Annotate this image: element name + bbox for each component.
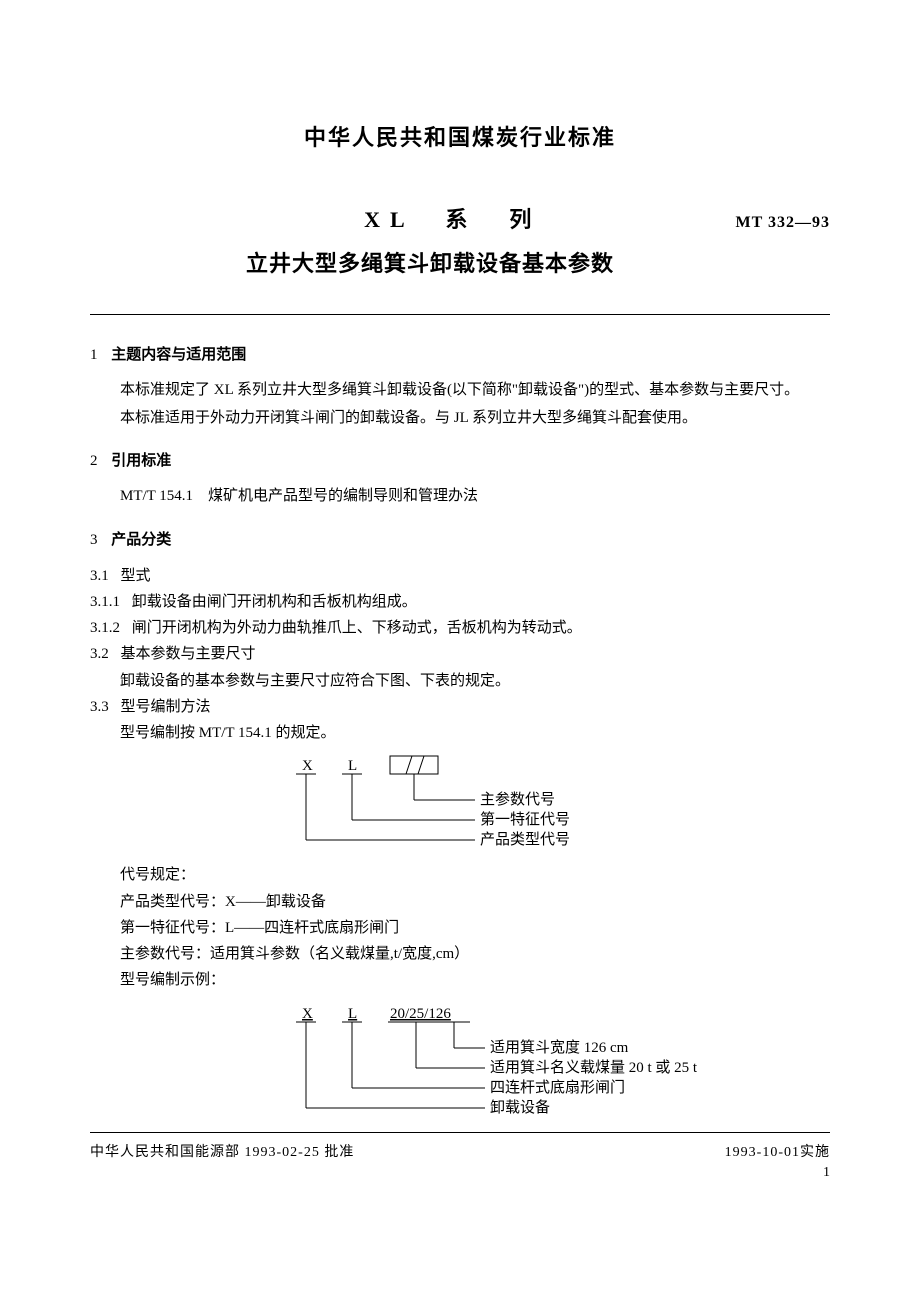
standard-code: MT 332—93 [736,214,830,232]
code-rule-2: 第一特征代号：L——四连杆式底扇形闸门 [90,915,830,941]
s2-p1: MT/T 154.1 煤矿机电产品型号的编制导则和管理办法 [90,484,830,510]
s1-p2: 本标准适用于外动力开闭箕斗闸门的卸载设备。与 JL 系列立井大型多绳箕斗配套使用… [90,406,830,432]
code-rule-3: 主参数代号：适用箕斗参数（名义载煤量,t/宽度,cm） [90,941,830,967]
title-row: XL 系 列 MT 332—93 [90,202,830,234]
s3-3-num: 3.3 [90,699,109,715]
footer-approval: 中华人民共和国能源部 1993-02-25 批准 [90,1141,354,1161]
s3-1-2-num: 3.1.2 [90,620,120,636]
section-3-title: 产品分类 [111,532,171,548]
d2-label1: 适用箕斗宽度 126 cm [490,1039,629,1056]
section-2-title: 引用标准 [111,453,171,469]
diagram-2: X L 20/25/126 适用箕斗宽度 126 cm 适用箕斗名义载煤量 20… [290,1002,830,1122]
d1-x: X [302,758,313,774]
s3-2-title: 基本参数与主要尺寸 [121,646,256,662]
page-number: 1 [90,1165,830,1181]
s3-3-text: 型号编制按 MT/T 154.1 的规定。 [90,720,830,746]
subtitle: 立井大型多绳箕斗卸载设备基本参数 [90,246,830,278]
d2-label2: 适用箕斗名义载煤量 20 t 或 25 t [490,1059,698,1076]
d2-code: 20/25/126 [390,1006,451,1022]
section-2-heading: 2 引用标准 [90,449,830,470]
d1-label3: 产品类型代号 [480,831,570,848]
s3-2: 3.2 基本参数与主要尺寸 [90,641,830,667]
section-1-num: 1 [90,347,98,363]
code-example-intro: 型号编制示例： [90,967,830,993]
s3-3-title: 型号编制方法 [121,699,211,715]
s3-2-text: 卸载设备的基本参数与主要尺寸应符合下图、下表的规定。 [90,668,830,694]
code-rules-intro: 代号规定： [90,862,830,888]
d2-label4: 卸载设备 [490,1099,550,1116]
section-3-num: 3 [90,532,98,548]
divider-bottom [90,1132,830,1133]
d1-l: L [348,758,357,774]
d1-label1: 主参数代号 [480,791,555,808]
section-2-num: 2 [90,453,98,469]
d2-label3: 四连杆式底扇形闸门 [490,1079,625,1096]
s3-1-1: 3.1.1 卸载设备由闸门开闭机构和舌板机构组成。 [90,589,830,615]
s3-2-num: 3.2 [90,646,109,662]
s3-1-title: 型式 [121,568,151,584]
s3-1-2: 3.1.2 闸门开闭机构为外动力曲轨推爪上、下移动式，舌板机构为转动式。 [90,615,830,641]
diagram-1: X L 主参数代号 第一特征代号 产品类型代号 [290,754,830,854]
d1-label2: 第一特征代号 [480,810,570,828]
section-3-heading: 3 产品分类 [90,528,830,549]
section-1-heading: 1 主题内容与适用范围 [90,343,830,364]
s3-1-num: 3.1 [90,568,109,584]
section-1-title: 主题内容与适用范围 [111,347,246,363]
s3-1-2-text: 闸门开闭机构为外动力曲轨推爪上、下移动式，舌板机构为转动式。 [132,620,582,636]
footer-row: 中华人民共和国能源部 1993-02-25 批准 1993-10-01实施 [90,1141,830,1161]
d2-l: L [348,1006,357,1022]
diagram-2-svg: X L 20/25/126 适用箕斗宽度 126 cm 适用箕斗名义载煤量 20… [290,1002,730,1122]
s3-1-1-num: 3.1.1 [90,594,120,610]
org-title: 中华人民共和国煤炭行业标准 [90,120,830,152]
s3-3: 3.3 型号编制方法 [90,694,830,720]
series-title: XL 系 列 [90,202,736,234]
diagram-1-svg: X L 主参数代号 第一特征代号 产品类型代号 [290,754,630,854]
footer-effective: 1993-10-01实施 [725,1141,830,1161]
divider-top [90,314,830,315]
d2-x: X [302,1006,313,1022]
s1-p1: 本标准规定了 XL 系列立井大型多绳箕斗卸载设备(以下简称"卸载设备")的型式、… [90,378,830,404]
s3-1: 3.1 型式 [90,563,830,589]
s3-1-1-text: 卸载设备由闸门开闭机构和舌板机构组成。 [132,594,417,610]
code-rule-1: 产品类型代号：X——卸载设备 [90,889,830,915]
